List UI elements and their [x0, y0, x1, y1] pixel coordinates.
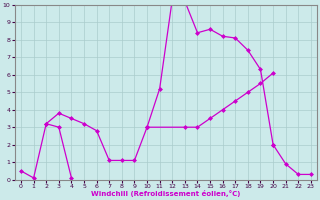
X-axis label: Windchill (Refroidissement éolien,°C): Windchill (Refroidissement éolien,°C)	[91, 190, 241, 197]
